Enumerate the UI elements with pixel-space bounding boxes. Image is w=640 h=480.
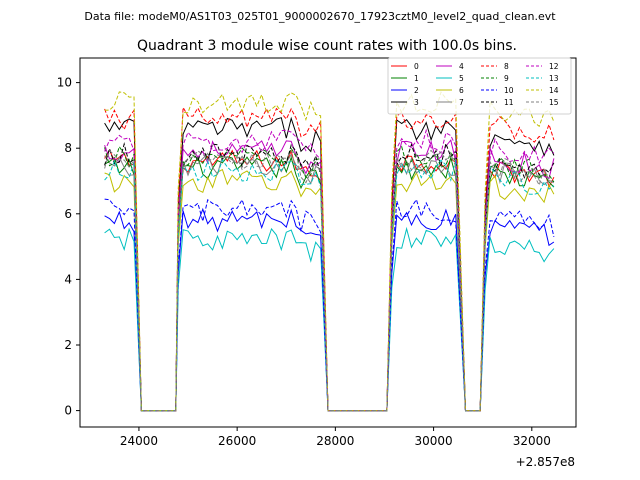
series-line-12 [104, 128, 555, 412]
legend-label-2: 2 [414, 86, 419, 95]
series-line-4 [104, 139, 555, 412]
series-line-2 [104, 207, 555, 412]
y-tick-label: 4 [64, 272, 72, 286]
series-line-5 [104, 226, 555, 412]
y-tick-label: 8 [64, 141, 72, 155]
plot-frame [79, 57, 577, 428]
legend-label-15: 15 [549, 98, 559, 107]
series-line-8 [104, 105, 555, 412]
x-tick-label: 28000 [316, 434, 354, 448]
legend-label-7: 7 [459, 98, 464, 107]
x-axis: 24000 26000 28000 30000 32000 [120, 427, 551, 448]
x-offset-label: +2.857e8 [516, 455, 575, 469]
x-tick-label: 30000 [414, 434, 452, 448]
y-tick-label: 2 [64, 338, 72, 352]
legend-label-12: 12 [549, 62, 559, 71]
legend-label-9: 9 [504, 74, 509, 83]
legend-label-6: 6 [459, 86, 464, 95]
series-line-7 [104, 152, 554, 412]
legend-label-13: 13 [549, 74, 559, 83]
legend-label-10: 10 [504, 86, 514, 95]
y-axis: 0 2 4 6 8 10 [57, 76, 80, 418]
chart-title: Quadrant 3 module wise count rates with … [137, 38, 517, 54]
series-line-15 [104, 149, 555, 412]
legend-label-1: 1 [414, 74, 419, 83]
series-line-13 [104, 158, 555, 412]
series-line-0 [104, 149, 555, 412]
y-tick-label: 10 [57, 76, 72, 90]
x-tick-label: 26000 [218, 434, 256, 448]
legend-label-14: 14 [549, 86, 559, 95]
legend-label-11: 11 [504, 98, 514, 107]
legend-box [387, 57, 572, 115]
series-line-9 [104, 145, 555, 412]
series-line-3 [104, 116, 555, 412]
x-tick-label: 32000 [513, 434, 551, 448]
legend-label-4: 4 [459, 62, 464, 71]
series-line-11 [104, 141, 555, 412]
y-tick-label: 0 [64, 404, 72, 418]
y-tick-label: 6 [64, 207, 72, 221]
legend-label-5: 5 [459, 74, 464, 83]
legend-label-3: 3 [414, 98, 419, 107]
legend-label-0: 0 [414, 62, 419, 71]
legend-label-8: 8 [504, 62, 509, 71]
series-line-6 [104, 168, 555, 412]
x-tick-label: 24000 [120, 434, 158, 448]
data-file-label: Data file: modeM0/AS1T03_025T01_90000026… [84, 10, 556, 23]
series-line-10 [104, 198, 555, 412]
